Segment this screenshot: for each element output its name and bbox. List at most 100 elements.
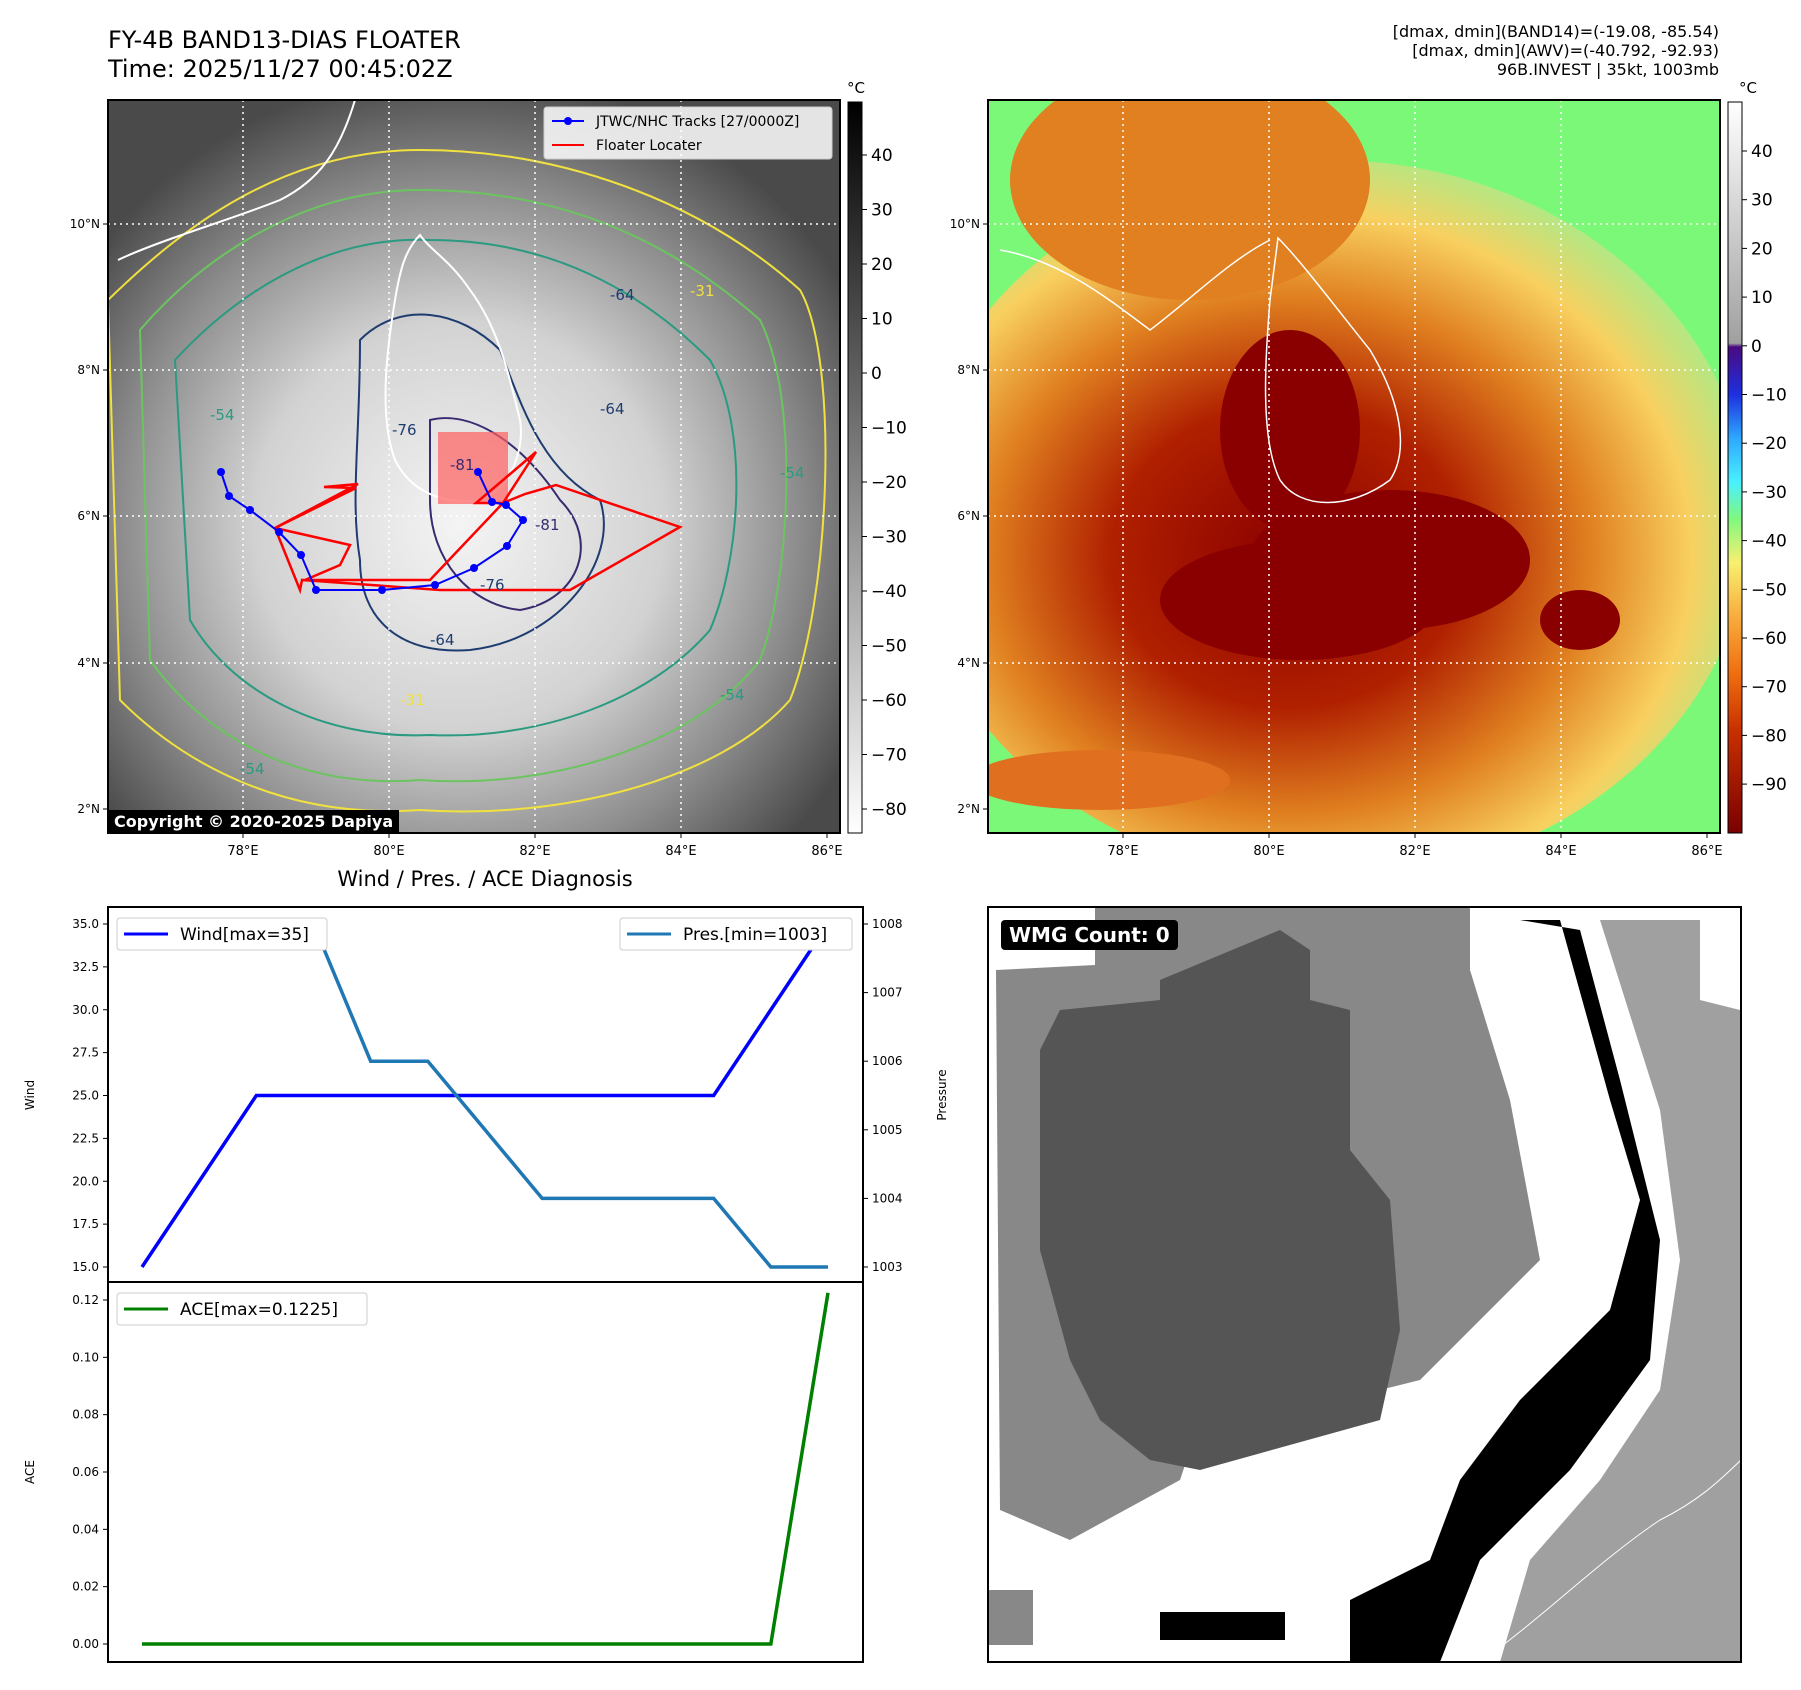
colorbar-tick-label: 40 — [1751, 142, 1773, 162]
stats-line1: [dmax, dmin](BAND14)=(-19.08, -85.54) — [1392, 22, 1719, 41]
ir-map: -54 -54 -54 -54 -31 -31 -64 -64 -64 -76 … — [107, 99, 841, 834]
contour-label: -64 — [600, 400, 625, 418]
title-line2: Time: 2025/11/27 00:45:02Z — [108, 55, 453, 83]
ace-series-line — [142, 1292, 830, 1646]
wind-tick-label: 15.0 — [72, 1260, 99, 1274]
contour-label: -76 — [480, 576, 505, 594]
lat-tick-label: 8°N — [77, 363, 100, 377]
awv-map — [987, 99, 1721, 834]
lon-tick-label: 84°E — [665, 844, 696, 859]
contour-label: -64 — [610, 286, 635, 304]
lat-tick-label: 6°N — [77, 509, 100, 523]
map1-frame — [107, 99, 841, 834]
awv-core-1 — [1220, 330, 1360, 530]
contour-label: -81 — [450, 456, 475, 474]
stats-line2: [dmax, dmin](AWV)=(-40.792, -92.93) — [1412, 41, 1719, 60]
colorbar-tick-label: −30 — [871, 528, 907, 548]
wind-tick-label: 17.5 — [72, 1217, 99, 1231]
colorbar-tick-label: −80 — [1751, 726, 1787, 746]
colorbar-tick-label: 40 — [871, 146, 893, 166]
colorbar-tick-label: −50 — [1751, 580, 1787, 600]
legend-track-label: JTWC/NHC Tracks [27/0000Z] — [595, 114, 799, 130]
wind-tick-label: 32.5 — [72, 960, 99, 974]
wind-axis-label: Wind — [23, 1080, 37, 1110]
contour-label: -54 — [210, 406, 235, 424]
colorbar-tick-label: −60 — [871, 691, 907, 711]
lon-tick-label: 82°E — [519, 844, 550, 859]
ace-legend-label: ACE[max=0.1225] — [180, 1300, 338, 1320]
colorbar-tick-label: −40 — [871, 582, 907, 602]
colorbar-tick-label: −30 — [1751, 483, 1787, 503]
map1-gridlines — [108, 100, 840, 833]
awv-north-band — [1010, 100, 1370, 300]
lon-tick-label: 84°E — [1545, 844, 1576, 859]
ace-tick-label: 0.10 — [72, 1350, 99, 1364]
colorbar-tick-label: −70 — [871, 746, 907, 766]
wmg-frame — [987, 906, 1742, 1663]
figure-title: FY-4B BAND13-DIAS FLOATER Time: 2025/11/… — [108, 26, 461, 84]
wmg-region-east — [1500, 920, 1741, 1662]
stats-block: [dmax, dmin](BAND14)=(-19.08, -85.54) [d… — [1393, 22, 1719, 79]
colorbar-tick-label: −10 — [871, 419, 907, 439]
wmg-cold-band — [1350, 920, 1660, 1662]
coastline-india — [117, 100, 356, 261]
contour-navy-1 — [354, 313, 605, 652]
lat-tick-label: 10°N — [950, 217, 980, 231]
wmg-region-dark — [1040, 930, 1400, 1470]
lat-tick-label: 4°N — [957, 656, 980, 670]
stats-line3: 96B.INVEST | 35kt, 1003mb — [1496, 60, 1719, 79]
lon-tick-label: 86°E — [811, 844, 842, 859]
pres-tick-label: 1007 — [872, 986, 903, 1000]
wind-legend: Wind[max=35] — [116, 917, 328, 951]
map1-legend: JTWC/NHC Tracks [27/0000Z] Floater Locat… — [543, 106, 833, 160]
cb2-unit: °C — [1739, 79, 1757, 97]
lon-tick-label: 86°E — [1691, 844, 1722, 859]
colorbar-tick-label: −90 — [1751, 775, 1787, 795]
diagnosis-title: Wind / Pres. / ACE Diagnosis — [337, 867, 632, 891]
lat-tick-label: 2°N — [77, 802, 100, 816]
awv-south-band — [988, 750, 1230, 810]
map2-frame — [987, 99, 1721, 834]
lat-tick-label: 2°N — [957, 802, 980, 816]
title-line1: FY-4B BAND13-DIAS FLOATER — [108, 26, 461, 54]
contour-green — [138, 188, 788, 783]
map2-colorbar: °C 40 30 20 10 0 −10 −20 −30 −40 −50 −60 −70 −80 −90 — [1727, 79, 1787, 834]
colorbar-tick-label: 10 — [871, 310, 893, 330]
contour-label: -31 — [690, 282, 715, 300]
pres-axis-label: Pressure — [935, 1069, 949, 1120]
awv-east-cell — [1540, 590, 1620, 650]
wind-tick-label: 20.0 — [72, 1174, 99, 1188]
contour-labels: -54 -54 -54 -54 -31 -31 -64 -64 -64 -76 … — [210, 282, 805, 778]
lon-tick-label: 80°E — [1253, 844, 1284, 859]
cb1-unit: °C — [847, 79, 865, 97]
wmg-panel — [987, 906, 1742, 1663]
copyright-label: Copyright © 2020-2025 Dapiya — [108, 810, 400, 833]
colorbar-tick-label: −40 — [1751, 532, 1787, 552]
pres-legend: Pres.[min=1003] — [619, 917, 853, 951]
contour-label: -76 — [392, 421, 417, 439]
wind-tick-label: 25.0 — [72, 1089, 99, 1103]
contour-label: -54 — [240, 760, 265, 778]
jtwc-track-points — [217, 468, 527, 594]
colorbar-tick-label: −50 — [871, 637, 907, 657]
colorbar-tick-label: 20 — [871, 255, 893, 275]
wmg-sw-block — [988, 1590, 1033, 1645]
lon-tick-label: 78°E — [227, 844, 258, 859]
contour-label: -81 — [535, 516, 560, 534]
lat-tick-label: 8°N — [957, 363, 980, 377]
colorbar-tick-label: −20 — [871, 473, 907, 493]
pres-tick-label: 1006 — [872, 1054, 903, 1068]
wind-series-line — [140, 923, 830, 1268]
pres-legend-label: Pres.[min=1003] — [683, 925, 827, 945]
floater-box — [438, 432, 508, 504]
colorbar-tick-label: −10 — [1751, 386, 1787, 406]
pres-tick-label: 1005 — [872, 1123, 903, 1137]
colorbar-tick-label: −20 — [1751, 434, 1787, 454]
wind-tick-label: 27.5 — [72, 1046, 99, 1060]
wmg-coastline — [1479, 1459, 1741, 1662]
wind-tick-label: 22.5 — [72, 1131, 99, 1145]
lat-tick-label: 6°N — [957, 509, 980, 523]
contour-label: -54 — [780, 464, 805, 482]
awv-coastline-india — [999, 239, 1271, 331]
